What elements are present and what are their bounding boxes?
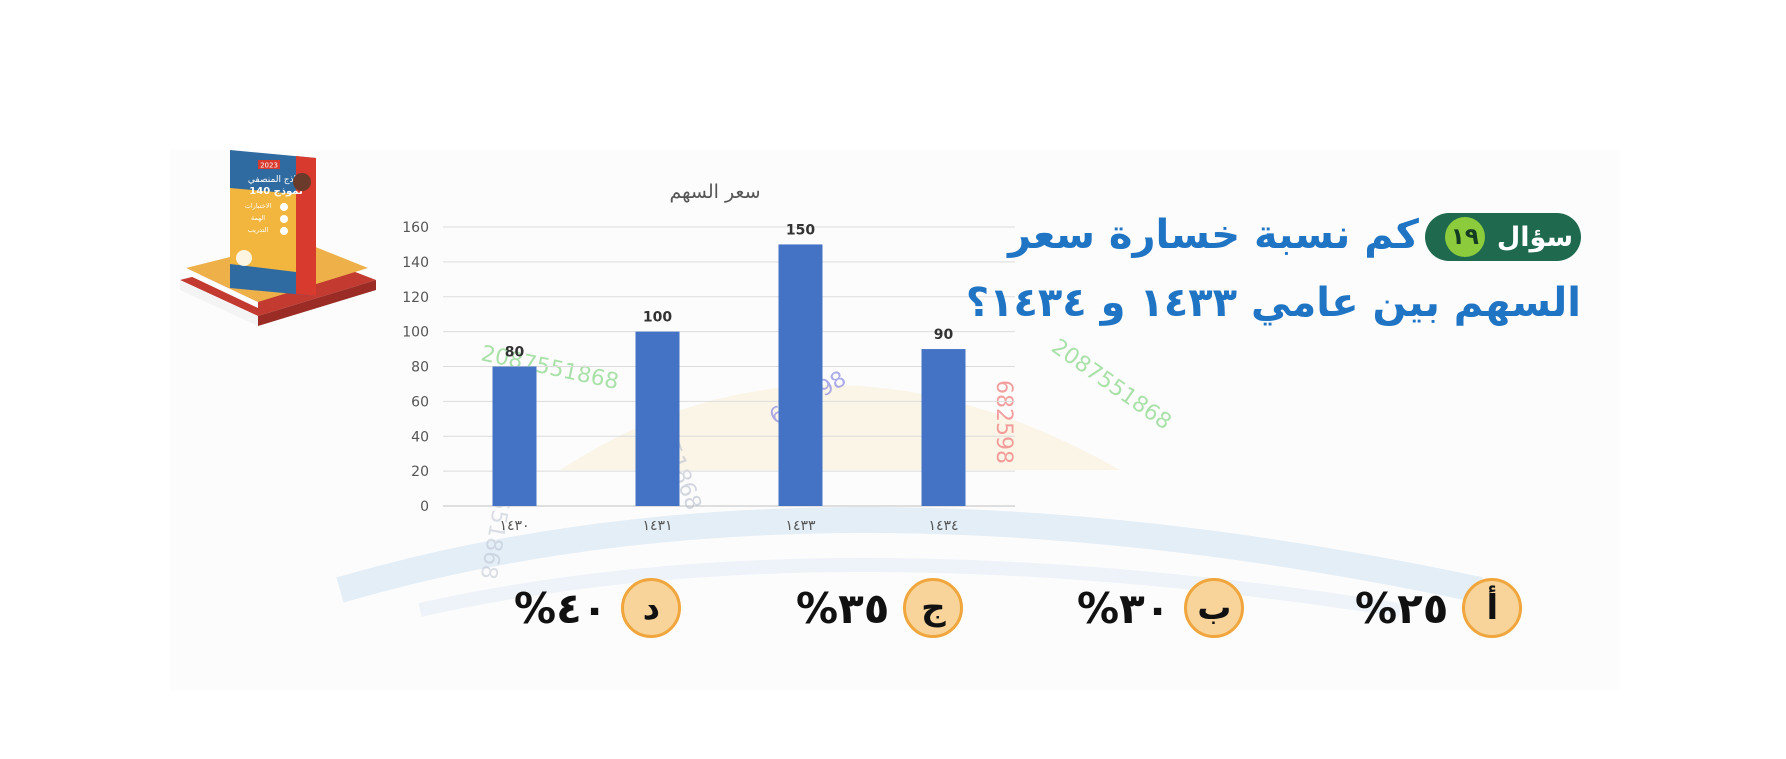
- chart-title: سعر السهم: [669, 181, 760, 203]
- y-tick-label: 20: [411, 464, 429, 480]
- watermark-text: 2087551868: [1047, 334, 1176, 435]
- x-tick-label: ١٤٣١: [642, 518, 672, 534]
- option-letter-d: د: [621, 578, 682, 638]
- bar: [492, 366, 537, 506]
- bar-data-label: 150: [786, 222, 815, 238]
- option-d[interactable]: د ٤٠%: [514, 578, 682, 638]
- question-number: ١٩: [1444, 217, 1485, 257]
- y-tick-label: 160: [402, 220, 429, 236]
- y-tick-label: 120: [402, 290, 429, 306]
- y-tick-label: 60: [411, 394, 429, 410]
- y-tick-label: 140: [402, 255, 429, 271]
- question-text-line-2: السهم بين عامي ١٤٣٣ و ١٤٣٤؟: [965, 280, 1581, 326]
- option-a[interactable]: أ ٢٥%: [1355, 578, 1523, 638]
- question-number-badge: سؤال ١٩: [1424, 213, 1581, 261]
- bar-data-label: 90: [934, 327, 954, 343]
- y-tick-label: 100: [402, 325, 429, 341]
- question-text-line-1: كم نسبة خسارة سعر: [1008, 212, 1419, 258]
- bar: [921, 349, 966, 506]
- svg-text:الاختبارات: الاختبارات: [245, 202, 272, 210]
- option-value-c: ٣٥%: [796, 583, 890, 633]
- book-cover-image: 2023 نماذج المنصفي 140 نموذج الاختبارات …: [180, 150, 376, 326]
- svg-text:التدريب: التدريب: [248, 226, 269, 234]
- stock-price-chart: سعر السهم 0 20 40 60 80 100 120 140 160 80 100 150…: [402, 181, 1015, 534]
- svg-text:140 نموذج: 140 نموذج: [249, 186, 302, 197]
- watermark-text: 682598: [991, 380, 1016, 464]
- option-value-b: ٣٠%: [1077, 583, 1171, 633]
- svg-text:نماذج المنصفي: نماذج المنصفي: [248, 175, 304, 185]
- option-value-d: ٤٠%: [514, 583, 608, 633]
- option-letter-a: أ: [1462, 578, 1523, 638]
- option-c[interactable]: ج ٣٥%: [796, 578, 964, 638]
- x-tick-label: ١٤٣٤: [928, 518, 958, 534]
- bar-data-label: 100: [643, 310, 672, 326]
- question-line-1: سؤال ١٩ كم نسبة خسارة سعر: [1008, 212, 1581, 261]
- bar: [778, 244, 823, 506]
- option-b[interactable]: ب ٣٠%: [1077, 578, 1245, 638]
- svg-text:الهمة: الهمة: [251, 214, 265, 222]
- option-letter-b: ب: [1184, 578, 1245, 638]
- bar: [635, 331, 680, 506]
- x-tick-label: ١٤٣٠: [499, 518, 529, 534]
- bar-data-label: 80: [505, 345, 525, 361]
- question-badge-label: سؤال: [1496, 221, 1573, 253]
- y-tick-label: 0: [420, 499, 429, 515]
- y-tick-label: 40: [411, 429, 429, 445]
- option-letter-c: ج: [903, 578, 964, 638]
- svg-text:2023: 2023: [260, 162, 278, 170]
- y-tick-label: 80: [411, 360, 429, 376]
- option-value-a: ٢٥%: [1355, 583, 1449, 633]
- x-tick-label: ١٤٣٣: [785, 518, 816, 534]
